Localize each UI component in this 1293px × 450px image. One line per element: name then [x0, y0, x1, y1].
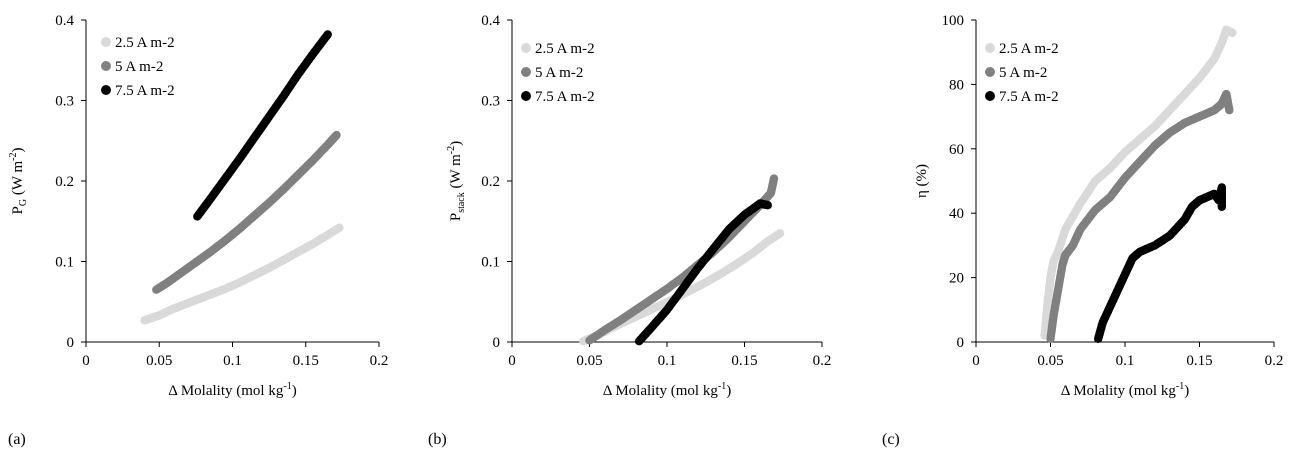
x-tick-label: 0.2 [370, 353, 389, 369]
legend-label: 7.5 A m-2 [535, 89, 595, 105]
x-axis-label: Δ Molality (mol kg-1) [1061, 381, 1189, 399]
legend-marker [521, 67, 531, 77]
y-tick-label: 100 [942, 13, 965, 29]
x-tick-label: 0.1 [658, 353, 677, 369]
y-tick-label: 0.1 [55, 255, 74, 271]
x-tick-label: 0.05 [576, 353, 602, 369]
x-tick-label: 0.05 [1037, 353, 1063, 369]
series-2.5-points [140, 223, 344, 325]
series-5-points [1046, 89, 1234, 343]
data-point [1225, 106, 1234, 115]
y-tick-label: 0.2 [55, 174, 74, 190]
y-tick-label: 0.2 [481, 174, 500, 190]
series-7.5-points [193, 30, 332, 221]
x-tick-label: 0.15 [731, 353, 757, 369]
x-tick-label: 0.1 [1116, 353, 1135, 369]
y-tick-label: 0 [67, 335, 75, 351]
legend-marker [521, 43, 531, 53]
series-7.5-points [634, 199, 772, 346]
data-point [775, 229, 785, 238]
legend-marker [985, 91, 995, 101]
panel-label: (c) [882, 431, 900, 448]
y-tick-label: 0.1 [481, 255, 500, 271]
chart-panel-2: 0 0.05 0.1 0.15 0.2 0 0.1 0.2 0.3 0.4 Δ Molality (… [428, 13, 831, 448]
x-tick-label: 0.2 [813, 353, 832, 369]
legend-label: 5 A m-2 [535, 65, 583, 81]
y-tick-label: 20 [949, 271, 964, 287]
legend-label: 2.5 A m-2 [999, 41, 1059, 57]
x-tick-label: 0.15 [293, 353, 319, 369]
data-point [1217, 202, 1227, 211]
chart-panel-1: 0 0.05 0.1 0.15 0.2 0 0.1 0.2 0.3 0.4 Δ Molality (… [8, 13, 388, 448]
legend-marker [985, 43, 995, 53]
panel-label: (b) [428, 431, 447, 448]
legend-label: 7.5 A m-2 [115, 83, 175, 99]
y-tick-label: 0.3 [55, 94, 74, 110]
x-tick-label: 0.05 [146, 353, 172, 369]
y-tick-label: 80 [949, 77, 964, 93]
y-tick-label: 40 [949, 206, 964, 222]
y-tick-label: 0 [957, 335, 965, 351]
legend-marker [521, 91, 531, 101]
data-point [1228, 28, 1237, 38]
x-tick-label: 0.15 [1186, 353, 1212, 369]
x-axis-label: Δ Molality (mol kg-1) [168, 381, 296, 399]
series-5-points [152, 130, 341, 294]
data-point [769, 174, 779, 183]
legend-marker [101, 37, 111, 47]
series-7.5-points [1094, 183, 1227, 343]
y-tick-label: 60 [949, 142, 964, 158]
legend-label: 2.5 A m-2 [115, 35, 175, 51]
data-point [323, 30, 332, 39]
legend-marker [985, 67, 995, 77]
x-tick-label: 0 [82, 353, 90, 369]
x-tick-label: 0 [508, 353, 516, 369]
data-point [332, 130, 341, 140]
x-axis-label: Δ Molality (mol kg-1) [603, 381, 731, 399]
legend-marker [101, 85, 111, 95]
legend-label: 5 A m-2 [115, 59, 163, 75]
chart-panel-3: 0 0.05 0.1 0.15 0.2 0 20 40 60 80 100 Δ Molality (m… [882, 13, 1283, 448]
y-axis-label: η (%) [914, 164, 930, 198]
y-axis-label: PG (W m-2) [8, 148, 29, 215]
y-tick-label: 0 [493, 335, 501, 351]
data-point [763, 201, 772, 210]
x-tick-label: 0 [972, 353, 980, 369]
legend-marker [101, 61, 111, 71]
series-2.5-points [1040, 25, 1237, 340]
y-tick-label: 0.4 [55, 13, 74, 29]
data-point [335, 223, 344, 232]
legend-label: 5 A m-2 [999, 65, 1047, 81]
y-axis-label: Pstack (W m-2) [446, 141, 467, 221]
legend-label: 7.5 A m-2 [999, 89, 1059, 105]
y-tick-label: 0.4 [481, 13, 500, 29]
panel-label: (a) [8, 431, 26, 448]
x-tick-label: 0.1 [223, 353, 242, 369]
legend-label: 2.5 A m-2 [535, 41, 595, 57]
x-tick-label: 0.2 [1265, 353, 1284, 369]
y-tick-label: 0.3 [481, 94, 500, 110]
